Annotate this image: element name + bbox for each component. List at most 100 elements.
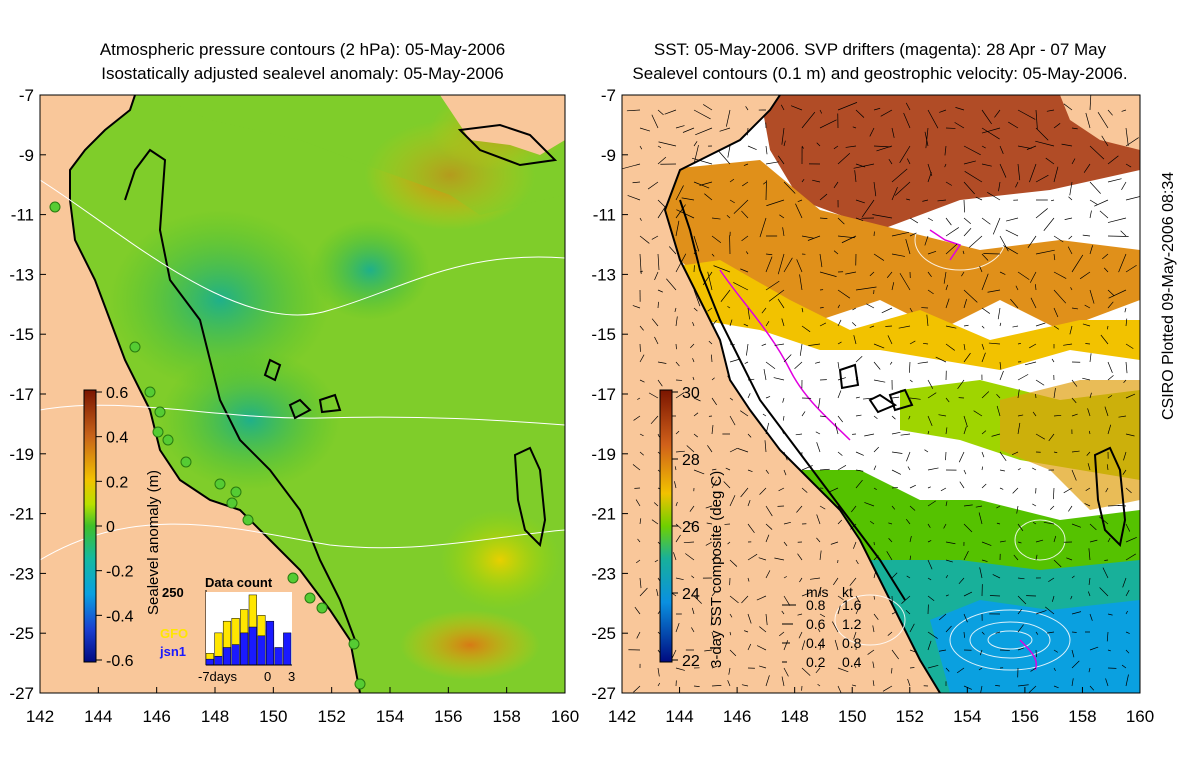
velocity-vector — [693, 141, 698, 147]
velocity-vector — [1107, 109, 1113, 116]
velocity-vector — [996, 505, 1001, 509]
velocity-vector — [938, 649, 947, 652]
left-y-axis-ticks: -7 -9 -11 -13 -15 -17 -19 -21 -23 -25 -27 — [9, 86, 46, 703]
velocity-vector — [747, 433, 752, 438]
right-colorbar-label: 3-day SST composite (deg C) — [708, 471, 725, 668]
right-colorbar-tick-label: 24 — [682, 586, 700, 603]
velocity-vector — [779, 631, 785, 637]
velocity-vector — [796, 259, 803, 273]
velocity-vector — [1053, 487, 1055, 500]
velocity-vector — [710, 613, 713, 626]
velocity-vector — [1017, 624, 1024, 633]
velocity-vector — [651, 318, 659, 327]
velocity-vector — [693, 144, 699, 165]
velocity-vector — [650, 415, 659, 425]
left-pressure-contour-1 — [40, 179, 565, 316]
left-shelf-break-contour — [124, 148, 356, 641]
velocity-vector — [728, 667, 731, 675]
left-y-tick-label: -19 — [9, 445, 34, 464]
velocity-vector — [943, 523, 947, 529]
velocity-vector — [855, 286, 877, 291]
velocity-vector — [854, 664, 857, 669]
velocity-vector — [819, 505, 826, 510]
velocity-vector — [1089, 95, 1092, 111]
velocity-vector — [693, 109, 711, 120]
velocity-vector — [980, 685, 983, 693]
velocity-vector — [1083, 163, 1091, 173]
velocity-vector — [909, 555, 912, 561]
velocity-vector — [873, 253, 885, 261]
velocity-vector — [880, 109, 893, 117]
velocity-vector — [927, 486, 931, 489]
velocity-vector — [873, 487, 877, 490]
velocity-vector — [692, 321, 695, 327]
velocity-vector — [979, 649, 983, 656]
velocity-vector — [657, 200, 670, 219]
velocity-vector — [939, 109, 947, 113]
velocity-vector — [1085, 343, 1091, 345]
velocity-vector — [747, 499, 751, 507]
tide-gauge-marker — [287, 572, 299, 584]
velocity-vector — [747, 469, 753, 473]
velocity-vector — [657, 253, 660, 270]
velocity-vector — [651, 235, 659, 240]
velocity-vector — [906, 198, 911, 201]
tide-gauge-markers — [49, 201, 366, 690]
velocity-vector — [996, 522, 1001, 525]
velocity-vector — [899, 145, 911, 164]
velocity-vector — [963, 217, 971, 225]
velocity-vector — [691, 157, 713, 165]
velocity-vector — [992, 217, 1001, 235]
velocity-vector — [783, 469, 787, 476]
velocity-vector — [1045, 157, 1055, 165]
velocity-vector — [873, 570, 877, 579]
left-pressure-contour-3 — [40, 523, 565, 561]
velocity-vector — [954, 122, 965, 129]
velocity-vector — [881, 307, 893, 314]
velocity-vector — [1035, 127, 1049, 141]
velocity-vector — [1017, 541, 1022, 544]
velocity-vector — [889, 361, 893, 365]
velocity-vector — [675, 501, 678, 507]
velocity-vector — [740, 487, 749, 498]
velocity-vector — [963, 145, 981, 156]
velocity-vector — [743, 163, 749, 166]
velocity-vector — [627, 195, 641, 201]
tide-gauge-marker — [230, 486, 242, 498]
inset-legend-jsn1: jsn1 — [159, 644, 186, 659]
velocity-vector — [845, 145, 857, 148]
velocity-vector — [922, 199, 929, 202]
velocity-vector — [711, 555, 717, 561]
tide-gauge-marker — [129, 341, 141, 353]
velocity-vector — [1105, 487, 1109, 493]
velocity-vector — [1104, 406, 1109, 417]
velocity-vector — [853, 163, 875, 169]
velocity-vector — [686, 445, 695, 453]
velocity-vector — [981, 343, 985, 350]
velocity-vector — [1071, 397, 1077, 404]
velocity-vector — [729, 358, 741, 363]
velocity-vector — [1029, 271, 1037, 283]
velocity-vector — [819, 322, 827, 327]
velocity-vector — [675, 125, 685, 129]
velocity-vector — [819, 644, 822, 651]
velocity-vector — [1088, 577, 1091, 585]
left-x-tick-label: 160 — [551, 707, 579, 726]
velocity-vector — [1035, 109, 1038, 129]
left-low-anomaly-3 — [160, 350, 340, 490]
velocity-vector — [656, 588, 659, 597]
velocity-vector — [673, 181, 677, 186]
right-map — [622, 95, 1140, 693]
velocity-vector — [759, 487, 767, 495]
inset-bar-jsn1 — [274, 647, 283, 666]
velocity-vector — [1035, 284, 1037, 291]
tide-gauge-marker — [49, 201, 61, 213]
velocity-vector — [1089, 392, 1092, 399]
right-colorbar-tick-label: 30 — [682, 385, 700, 402]
velocity-vector — [909, 397, 921, 400]
right-shelf-break-contour — [679, 199, 906, 601]
velocity-vector — [744, 361, 749, 364]
velocity-vector — [927, 540, 932, 543]
velocity-vector — [1030, 297, 1037, 309]
left-y-tick-label: -7 — [19, 86, 34, 105]
